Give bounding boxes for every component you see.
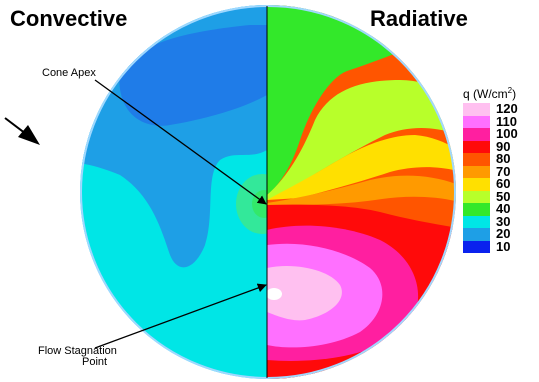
legend-row: 120	[463, 101, 518, 116]
convective-contour-half	[80, 5, 267, 379]
legend: 120 110 100 90 80 70 60 50 40 30 20 10	[463, 101, 518, 254]
legend-title: q (W/cm2)	[463, 86, 516, 101]
legend-swatch	[463, 228, 490, 241]
legend-swatch	[463, 153, 490, 166]
legend-row: 110	[463, 113, 518, 129]
legend-row: 10	[463, 238, 518, 254]
stagnation-label-line1: Flow Stagnation	[38, 345, 117, 357]
radiative-contour-half	[267, 5, 456, 379]
legend-label: 120	[496, 101, 518, 116]
legend-row: 100	[463, 126, 518, 141]
legend-swatch	[463, 215, 490, 228]
convective-title: Convective	[10, 6, 128, 31]
legend-row: 50	[463, 188, 518, 204]
legend-row: 20	[463, 226, 518, 241]
legend-row: 80	[463, 151, 518, 166]
legend-label: 100	[496, 126, 518, 141]
legend-swatch	[463, 128, 490, 141]
convective-band-10-patch	[119, 25, 267, 126]
legend-row: 60	[463, 176, 518, 191]
legend-swatch	[463, 240, 490, 253]
legend-title-superscript: 2	[507, 86, 513, 95]
cone-apex-label: Cone Apex	[42, 67, 96, 79]
cone-apex-leader	[94, 79, 267, 205]
view-direction-arrowhead	[18, 125, 40, 145]
legend-swatch	[463, 103, 490, 116]
legend-label: 10	[496, 238, 511, 254]
disk-outline	[80, 5, 456, 379]
legend-label: 30	[496, 213, 511, 229]
legend-label: 40	[496, 201, 511, 216]
legend-label: 110	[496, 113, 517, 129]
legend-label: 20	[496, 226, 511, 241]
legend-label: 90	[496, 138, 511, 154]
legend-label: 50	[496, 188, 511, 204]
legend-swatch	[463, 190, 490, 203]
legend-label: 60	[496, 176, 511, 191]
legend-label: 80	[496, 151, 511, 166]
legend-swatch	[463, 203, 490, 216]
radiative-title: Radiative	[370, 6, 468, 31]
stagnation-leader	[94, 283, 267, 349]
legend-swatch	[463, 165, 490, 178]
legend-title-text: q (W/cm	[463, 87, 508, 101]
legend-swatch	[463, 178, 490, 191]
legend-title-close: )	[512, 87, 517, 101]
legend-swatch	[463, 140, 490, 153]
legend-row: 30	[463, 213, 518, 229]
legend-swatch	[463, 115, 490, 128]
stagnation-label-line2: Point	[82, 356, 108, 368]
legend-label: 70	[496, 163, 511, 179]
legend-row: 40	[463, 201, 518, 216]
legend-row: 90	[463, 138, 518, 154]
legend-row: 70	[463, 163, 518, 179]
